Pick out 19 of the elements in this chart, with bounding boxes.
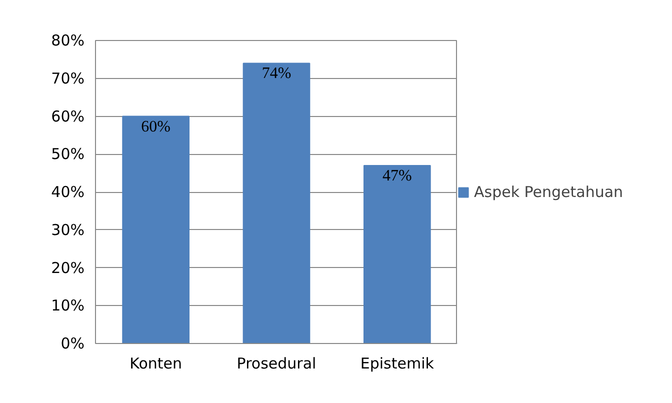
x-tick-label: Epistemik <box>360 354 434 372</box>
y-tick-label: 10% <box>51 296 85 315</box>
y-tick-label: 50% <box>51 145 85 164</box>
text: 47% <box>382 167 412 184</box>
bar <box>363 164 431 344</box>
bar <box>242 62 310 344</box>
y-tick-label: 20% <box>51 258 85 277</box>
y-tick-label: 80% <box>51 32 85 50</box>
y-tick-label: 30% <box>51 220 85 239</box>
text: 60% <box>141 118 170 136</box>
x-tick-label: Konten <box>130 354 182 372</box>
y-tick-label: 70% <box>51 69 85 88</box>
x-tick-label: Prosedural <box>236 354 316 372</box>
y-tick-label: 0% <box>60 334 84 352</box>
bar <box>122 116 190 344</box>
y-tick-label: 60% <box>51 107 85 126</box>
legend-label: Aspek Pengetahuan <box>474 182 624 200</box>
y-tick-label: 40% <box>51 183 85 201</box>
text: 74% <box>262 65 292 82</box>
